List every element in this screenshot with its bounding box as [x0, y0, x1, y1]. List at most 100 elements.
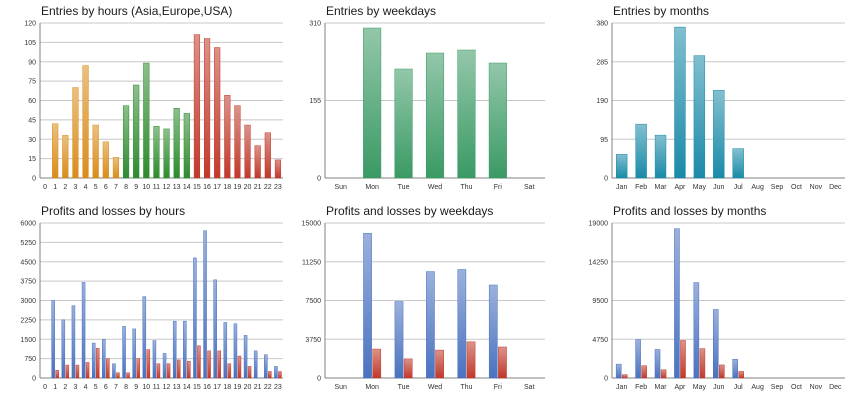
chart-title: Profits and losses by months [613, 204, 766, 218]
x-tick-label: 4 [84, 184, 88, 191]
x-tick-label: 23 [274, 184, 282, 191]
x-tick-label: Mar [655, 184, 668, 191]
y-tick-label: 750 [24, 356, 36, 363]
bar-loss [738, 371, 745, 379]
bar-profit [394, 301, 404, 379]
bar [143, 62, 150, 179]
x-tick-label: 9 [134, 184, 138, 191]
bar [488, 62, 507, 179]
bar-loss [680, 340, 686, 379]
bar-profit [102, 339, 106, 379]
x-tick-label: 13 [173, 384, 181, 391]
x-tick-label: 1 [53, 184, 57, 191]
bar [234, 105, 241, 179]
x-tick-label: 14 [183, 184, 191, 191]
y-tick-label: 11250 [302, 259, 321, 266]
bar [732, 148, 744, 179]
bar [214, 47, 221, 179]
chart-pnl-weekdays: Profits and losses by weekdays 0 3750 7500 1… [302, 204, 545, 391]
y-tick-label: 7500 [305, 298, 321, 305]
bar [457, 49, 476, 179]
y-tick-label: 30 [28, 137, 36, 144]
x-tick-label: Sep [771, 384, 784, 391]
x-tick-label: Mon [365, 384, 379, 391]
bar-loss [197, 345, 201, 379]
x-tick-label: 2 [63, 184, 67, 191]
bar [394, 68, 413, 179]
x-tick-label: 15 [193, 184, 201, 191]
y-tick-label: 9500 [592, 298, 608, 305]
bar-profit [162, 353, 167, 379]
bar [122, 105, 130, 179]
x-tick-label: 15 [193, 384, 201, 391]
chart-entries-hours: Entries by hours (Asia,Europe,USA)015304… [24, 4, 283, 191]
x-tick-label: 6 [104, 384, 108, 391]
x-tick-label: May [693, 384, 707, 391]
y-tick-label: 105 [24, 40, 36, 47]
x-tick-label: Aug [751, 384, 764, 391]
bar-profit [693, 282, 700, 379]
x-tick-label: 8 [124, 384, 128, 391]
x-tick-label: 0 [43, 384, 47, 391]
y-tick-label: 15000 [302, 221, 322, 228]
bar [92, 124, 99, 179]
chart-entries-months: Entries by months 0 95 190 285 380 Jan Feb Mar Ap… [596, 4, 845, 191]
y-tick-label: 90 [28, 59, 36, 66]
x-tick-label: Wed [428, 384, 442, 391]
x-tick-label: 3 [73, 184, 77, 191]
x-tick-label: 10 [142, 384, 150, 391]
x-tick-label: 18 [223, 384, 231, 391]
bar-profit [488, 284, 498, 379]
bar [52, 123, 59, 179]
y-tick-label: 190 [596, 98, 608, 105]
chart-title: Entries by hours (Asia,Europe,USA) [41, 4, 232, 18]
bar-loss [55, 370, 59, 379]
bar [244, 124, 251, 179]
bar-profit [264, 354, 268, 379]
bar-profit [223, 322, 228, 379]
bar-loss [699, 348, 706, 379]
bar-profit [71, 305, 76, 379]
x-tick-label: 11 [153, 184, 160, 191]
x-tick-label: 22 [264, 184, 272, 191]
bar-loss [435, 349, 444, 379]
bar [693, 55, 706, 179]
y-tick-label: 1500 [20, 337, 36, 344]
bar-profit [112, 363, 116, 379]
chart-entries-weekdays: Entries by weekdays 0 155 310 Sun Mon Tue Wed Th… [309, 4, 545, 191]
bar-profit [152, 340, 157, 379]
bar-loss [227, 363, 232, 379]
bar-loss [217, 350, 221, 379]
bar-profit [363, 233, 372, 379]
bar [82, 65, 89, 179]
bar-loss [95, 348, 100, 379]
bar-loss [372, 348, 382, 379]
bar-loss [466, 341, 476, 379]
x-tick-label: Apr [675, 184, 687, 191]
x-tick-label: Sep [771, 184, 784, 191]
x-tick-label: Fri [494, 384, 503, 391]
x-tick-label: Tue [398, 184, 410, 191]
bar [112, 157, 120, 179]
chart-title: Entries by months [613, 4, 709, 18]
bar [254, 145, 261, 179]
y-tick-label: 6000 [20, 221, 36, 228]
bar [674, 26, 686, 179]
bar-loss [65, 364, 70, 379]
bar-profit [51, 300, 55, 379]
bar-loss [237, 355, 242, 379]
y-tick-label: 3750 [305, 337, 321, 344]
y-tick-label: 155 [309, 98, 321, 105]
bar-profit [132, 328, 136, 379]
bar-loss [207, 350, 211, 379]
bar-profit [213, 279, 217, 379]
bar-loss [403, 358, 413, 379]
x-tick-label: 14 [183, 384, 191, 391]
bar-loss [136, 358, 140, 379]
y-tick-label: 95 [600, 137, 608, 144]
bar-loss [621, 374, 628, 379]
bar-profit [732, 358, 738, 379]
x-tick-label: Feb [635, 384, 647, 391]
x-tick-label: 11 [153, 384, 160, 391]
